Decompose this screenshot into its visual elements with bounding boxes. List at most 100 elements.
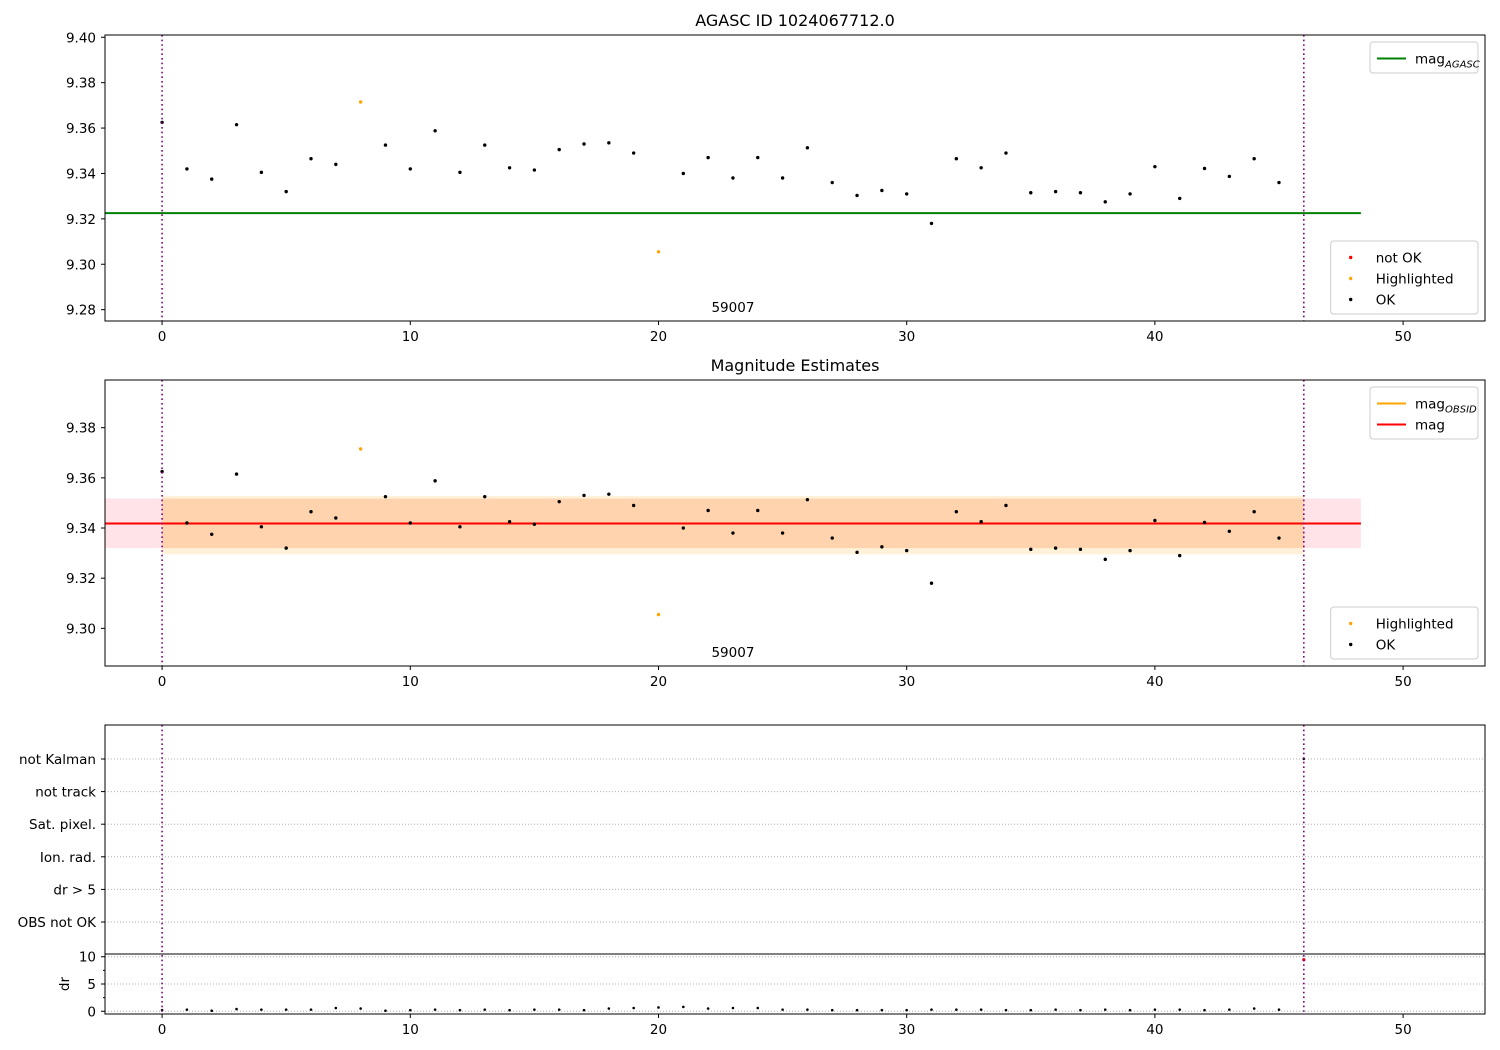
data-point-highlighted [656,612,661,617]
data-point-ok [1202,520,1207,525]
data-point-ok [334,162,338,167]
data-point-ok [780,176,785,180]
data-point-ok [1004,503,1008,508]
y-tick-label: 9.30 [66,257,96,273]
dr-point [657,1006,660,1009]
dr-point [706,1007,710,1010]
legend-label-subscript: AGASC [1444,60,1480,71]
x-tick-label: 40 [1146,1022,1163,1038]
dr-point [1103,1008,1107,1011]
data-point-ok [904,192,909,196]
y-tick-label: 5 [87,977,96,993]
dr-point [458,1008,462,1012]
dr-point [607,1007,611,1010]
obsid-label: 59007 [711,300,754,316]
data-point-ok [1103,557,1107,562]
dr-point [185,1008,189,1011]
data-point-ok [1202,166,1207,171]
data-point-ok [408,167,412,171]
dr-point [334,1006,338,1010]
dr-point [930,1008,933,1011]
legend-upper-right: magAGASC [1369,41,1480,74]
legend-label: Highlighted [1376,272,1454,288]
data-point-ok [160,120,164,125]
dr-point [210,1009,214,1013]
legend-label-main: not OK [1376,251,1423,267]
data-point-ok [1153,518,1157,523]
data-point-ok [259,525,264,529]
dr-point [260,1008,263,1011]
dr-point [408,1008,412,1012]
data-point-ok [954,510,959,514]
data-point-ok [1227,529,1232,533]
data-point-ok [979,520,983,524]
legend-frame [1369,386,1479,440]
dr-point [880,1008,884,1012]
data-point-ok [731,531,735,535]
data-point-ok [1004,151,1008,155]
legend-label-subscript: OBSID [1445,405,1477,416]
y-tick-label: 9.34 [66,166,96,182]
legend-label: OK [1376,638,1397,654]
data-point-ok [979,166,983,170]
dr-point [632,1006,635,1010]
data-point-ok [408,521,412,525]
legend-label-main: Highlighted [1376,617,1454,633]
data-point-ok [731,176,735,180]
chart-title: Magnitude Estimates [711,356,880,375]
data-point-ok [160,469,164,474]
legend-label: Highlighted [1376,617,1454,633]
data-point-ok [1053,189,1058,194]
legend-label-main: mag [1415,397,1445,413]
data-point-ok [532,168,537,172]
dr-point [1029,1008,1033,1012]
data-point-ok [1029,547,1033,552]
flag-row-label: not track [35,785,96,801]
flags-plot-area [105,725,1485,1014]
data-point-ok [259,170,264,175]
y-tick-label: 9.36 [66,121,96,137]
data-point-ok [681,526,686,530]
data-point-ok [830,180,834,185]
axes-frame [104,34,1486,322]
data-point-ok [929,221,934,226]
data-point-highlighted [358,447,363,451]
data-point-ok [582,142,586,146]
data-point-ok [1252,157,1256,161]
data-point-ok [1178,196,1182,201]
data-point-ok [309,510,313,514]
data-point-ok [855,193,859,198]
x-tick-label: 10 [402,329,419,345]
data-point-ok [483,143,487,147]
dr-point [781,1008,784,1011]
dr-axis-label: dr [57,976,73,991]
x-tick-label: 0 [158,329,167,345]
dr-point [1178,1008,1182,1011]
flag-row-label: not Kalman [19,752,96,768]
data-point-ok [1252,510,1256,514]
x-tick-label: 30 [898,1022,915,1038]
x-tick-label: 20 [650,329,667,345]
dr-point [235,1007,238,1011]
legend-frame [1330,606,1479,660]
x-tick-label: 20 [650,674,667,690]
data-point-ok [532,522,537,526]
legend-label-main: OK [1376,293,1397,309]
legend-frame [1369,41,1479,74]
dr-point [508,1008,511,1012]
x-tick-label: 40 [1146,329,1163,345]
dr-point [979,1008,983,1011]
data-point-ok [681,171,686,176]
data-point-ok [706,155,710,160]
dr-point [806,1008,809,1011]
flag-row-label: Sat. pixel. [29,817,96,833]
data-point-ok [383,494,388,499]
legend-lower-right: not OK Highlighted OK [1330,240,1479,315]
data-point-ok [582,493,586,498]
dr-point [384,1009,387,1013]
data-point-ok [855,550,859,555]
data-point-ok [383,143,388,147]
y-tick-label: 9.38 [66,76,96,92]
axes-frame [104,379,1486,667]
data-point-ok [756,508,760,513]
